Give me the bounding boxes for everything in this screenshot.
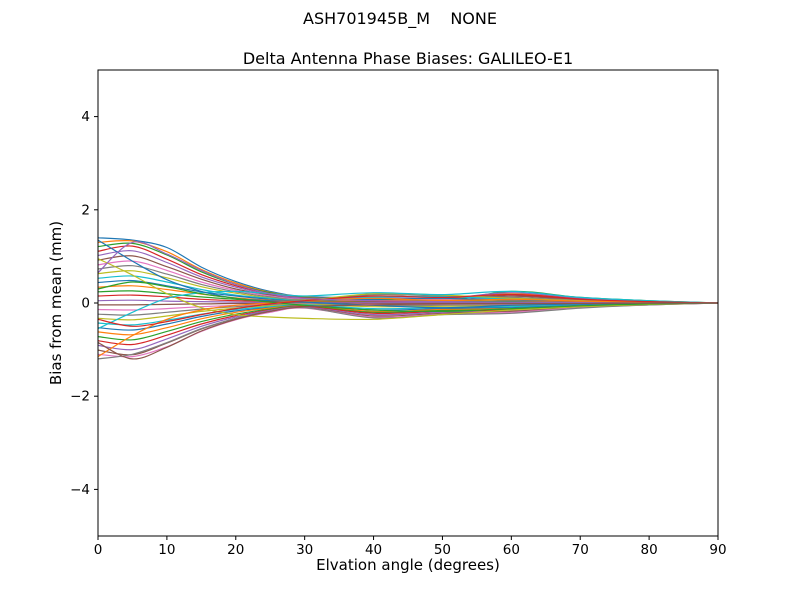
y-tick-label: 2 [81,202,90,218]
y-tick-label: −2 [70,389,90,405]
series-line-line-36 [97,302,719,360]
figure-suptitle: ASH701945B_M NONE [303,9,497,28]
series-line-line-35 [97,241,719,304]
x-tick-label: 60 [503,542,520,558]
chart-title: Delta Antenna Phase Biases: GALILEO-E1 [242,49,574,68]
y-tick-label: 4 [81,109,90,125]
y-tick-label: 0 [81,296,90,312]
x-tick-label: 90 [709,542,726,558]
x-tick-label: 80 [641,542,658,558]
series-line-line-28 [97,302,719,360]
x-tick-label: 0 [94,542,103,558]
x-tick-label: 70 [572,542,589,558]
series-line-line-30 [97,290,719,330]
x-tick-label: 30 [296,542,313,558]
series-line-line-29 [97,258,719,321]
x-tick-label: 10 [158,542,175,558]
series-line-line-34 [97,293,719,327]
y-tick-label: −4 [70,482,90,498]
x-tick-label: 50 [434,542,451,558]
x-tick-label: 20 [227,542,244,558]
x-tick-label: 40 [365,542,382,558]
x-axis-label: Elvation angle (degrees) [316,556,500,574]
y-axis-label: Bias from mean (mm) [47,220,65,386]
